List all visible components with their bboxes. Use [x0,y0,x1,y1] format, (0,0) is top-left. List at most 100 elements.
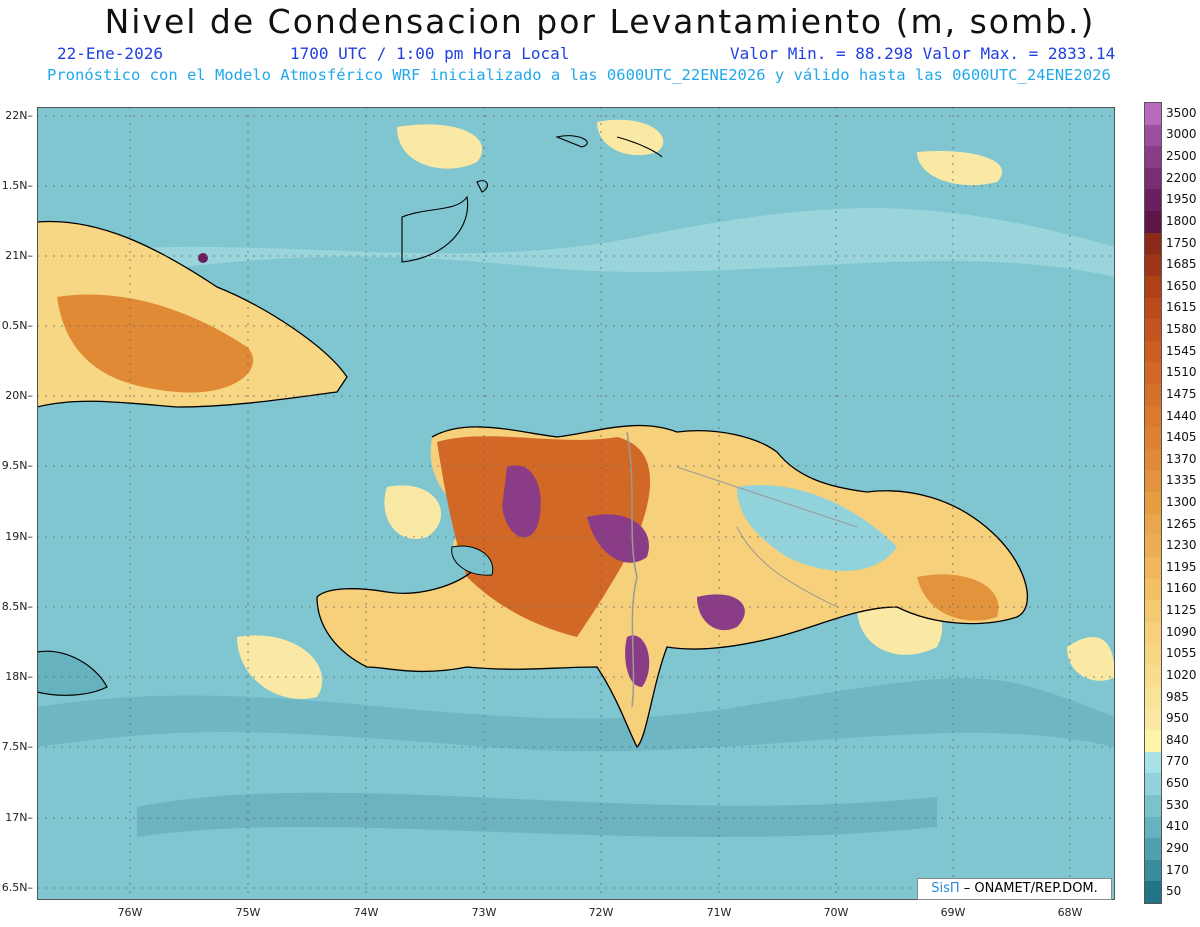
lat-label: 17N– [5,811,33,824]
colorbar-segment [1145,124,1161,147]
island-coast [555,135,663,158]
lat-label: 7.5N– [1,740,33,753]
colorbar-segment [1145,254,1161,277]
colorbar-segment [1145,384,1161,407]
colorbar-label: 950 [1166,711,1189,726]
credit-box: SisΠ – ONAMET/REP.DOM. [917,878,1112,900]
province-lines [676,466,858,608]
shade-band [137,792,937,837]
credit-org: – ONAMET/REP.DOM. [959,881,1098,896]
colorbar-label: 770 [1166,754,1189,769]
hot-spot [198,253,208,263]
colorbar-segment [1145,275,1161,299]
colorbar-label: 985 [1166,689,1189,704]
colorbar-label: 2200 [1166,170,1197,185]
valley-low-lcl [737,485,897,571]
colorbar-segment [1145,708,1161,731]
gonave-island [451,545,494,576]
colorbar-label: 1800 [1166,213,1197,228]
forecast-time: 1700 UTC / 1:00 pm Hora Local [290,44,570,63]
lat-label: 19N– [5,530,33,543]
colorbar-segment [1145,362,1161,385]
colorbar-label: 1160 [1166,581,1197,596]
colorbar-segment [1145,427,1161,450]
lat-label: 1.5N– [1,179,33,192]
shade-band [37,208,1115,287]
hispaniola-coast [316,424,1029,749]
colorbar-label: 1685 [1166,257,1197,272]
map-frame [37,107,1115,900]
colorbar-segment [1145,838,1161,861]
colorbar-segment [1145,816,1161,839]
colorbar-segment [1145,448,1161,472]
colorbar-segment [1145,167,1161,190]
lat-label: 18N– [5,670,33,683]
colorbar-label: 1265 [1166,516,1197,531]
colorbar-label: 1475 [1166,386,1197,401]
colorbar-segment [1145,189,1161,212]
colorbar-segment [1145,103,1161,126]
colorbar-segment [1145,211,1161,234]
colorbar-label: 1580 [1166,322,1197,337]
colorbar-segment [1145,665,1161,688]
lon-label: 71W [706,906,732,919]
lat-label: 21N– [5,249,33,262]
colorbar-segment [1145,535,1161,558]
colorbar-segment [1145,881,1161,904]
colorbar-label: 1510 [1166,365,1197,380]
colorbar-label: 650 [1166,776,1189,791]
peak-lcl [502,465,541,538]
colorbar-label: 1090 [1166,624,1197,639]
colorbar-label: 1230 [1166,538,1197,553]
yellow-patch [1067,637,1115,681]
colorbar-label: 1615 [1166,300,1197,315]
lcl-map [37,107,1115,900]
colorbar-segment [1145,773,1161,796]
haiti-high-lcl [437,436,651,637]
colorbar-label: 3000 [1166,127,1197,142]
colorbar-segment [1145,146,1161,169]
colorbar-label: 840 [1166,732,1189,747]
peak-lcl [697,594,745,631]
colorbar-segment [1145,686,1161,709]
lon-label: 69W [940,906,966,919]
colorbar-segment [1145,621,1161,645]
yellow-patch [237,635,323,699]
colorbar-segment [1145,600,1161,623]
colorbar-segment [1145,859,1161,882]
colorbar-segment [1145,513,1161,536]
lat-label: 22N– [5,109,33,122]
colorbar-label: 1300 [1166,495,1197,509]
colorbar-label: 290 [1166,840,1189,855]
colorbar-segment [1145,232,1161,255]
colorbar-label: 1750 [1166,235,1197,250]
colorbar-label: 530 [1166,797,1189,812]
jamaica-land [37,650,108,696]
colorbar-segment [1145,319,1161,342]
lon-label: 73W [471,906,497,919]
colorbar-label: 1195 [1166,559,1197,574]
lat-label: 0.5N– [1,319,33,332]
colorbar-label: 1440 [1166,408,1197,423]
lon-label: 75W [235,906,261,919]
colorbar-segment [1145,794,1161,817]
colorbar [1144,102,1162,904]
min-max-values: Valor Min. = 88.298 Valor Max. = 2833.14 [730,44,1116,63]
lon-label: 68W [1057,906,1083,919]
colorbar-label: 1020 [1166,667,1197,682]
colorbar-segment [1145,492,1161,515]
colorbar-segment [1145,297,1161,320]
shade-band [37,678,1115,752]
border-line [626,431,638,708]
lon-label: 76W [117,906,143,919]
peak-lcl [625,635,650,687]
colorbar-label: 1055 [1166,646,1197,661]
island-coast [476,180,488,193]
lat-label: 6.5N– [1,881,33,894]
model-info: Pronóstico con el Modelo Atmosférico WRF… [47,66,1111,84]
chart-title: Nivel de Condensacion por Levantamiento … [104,2,1096,41]
yellow-patch [397,124,483,169]
colorbar-label: 1370 [1166,451,1197,466]
colorbar-label: 1950 [1166,192,1197,207]
colorbar-segment [1145,643,1161,666]
